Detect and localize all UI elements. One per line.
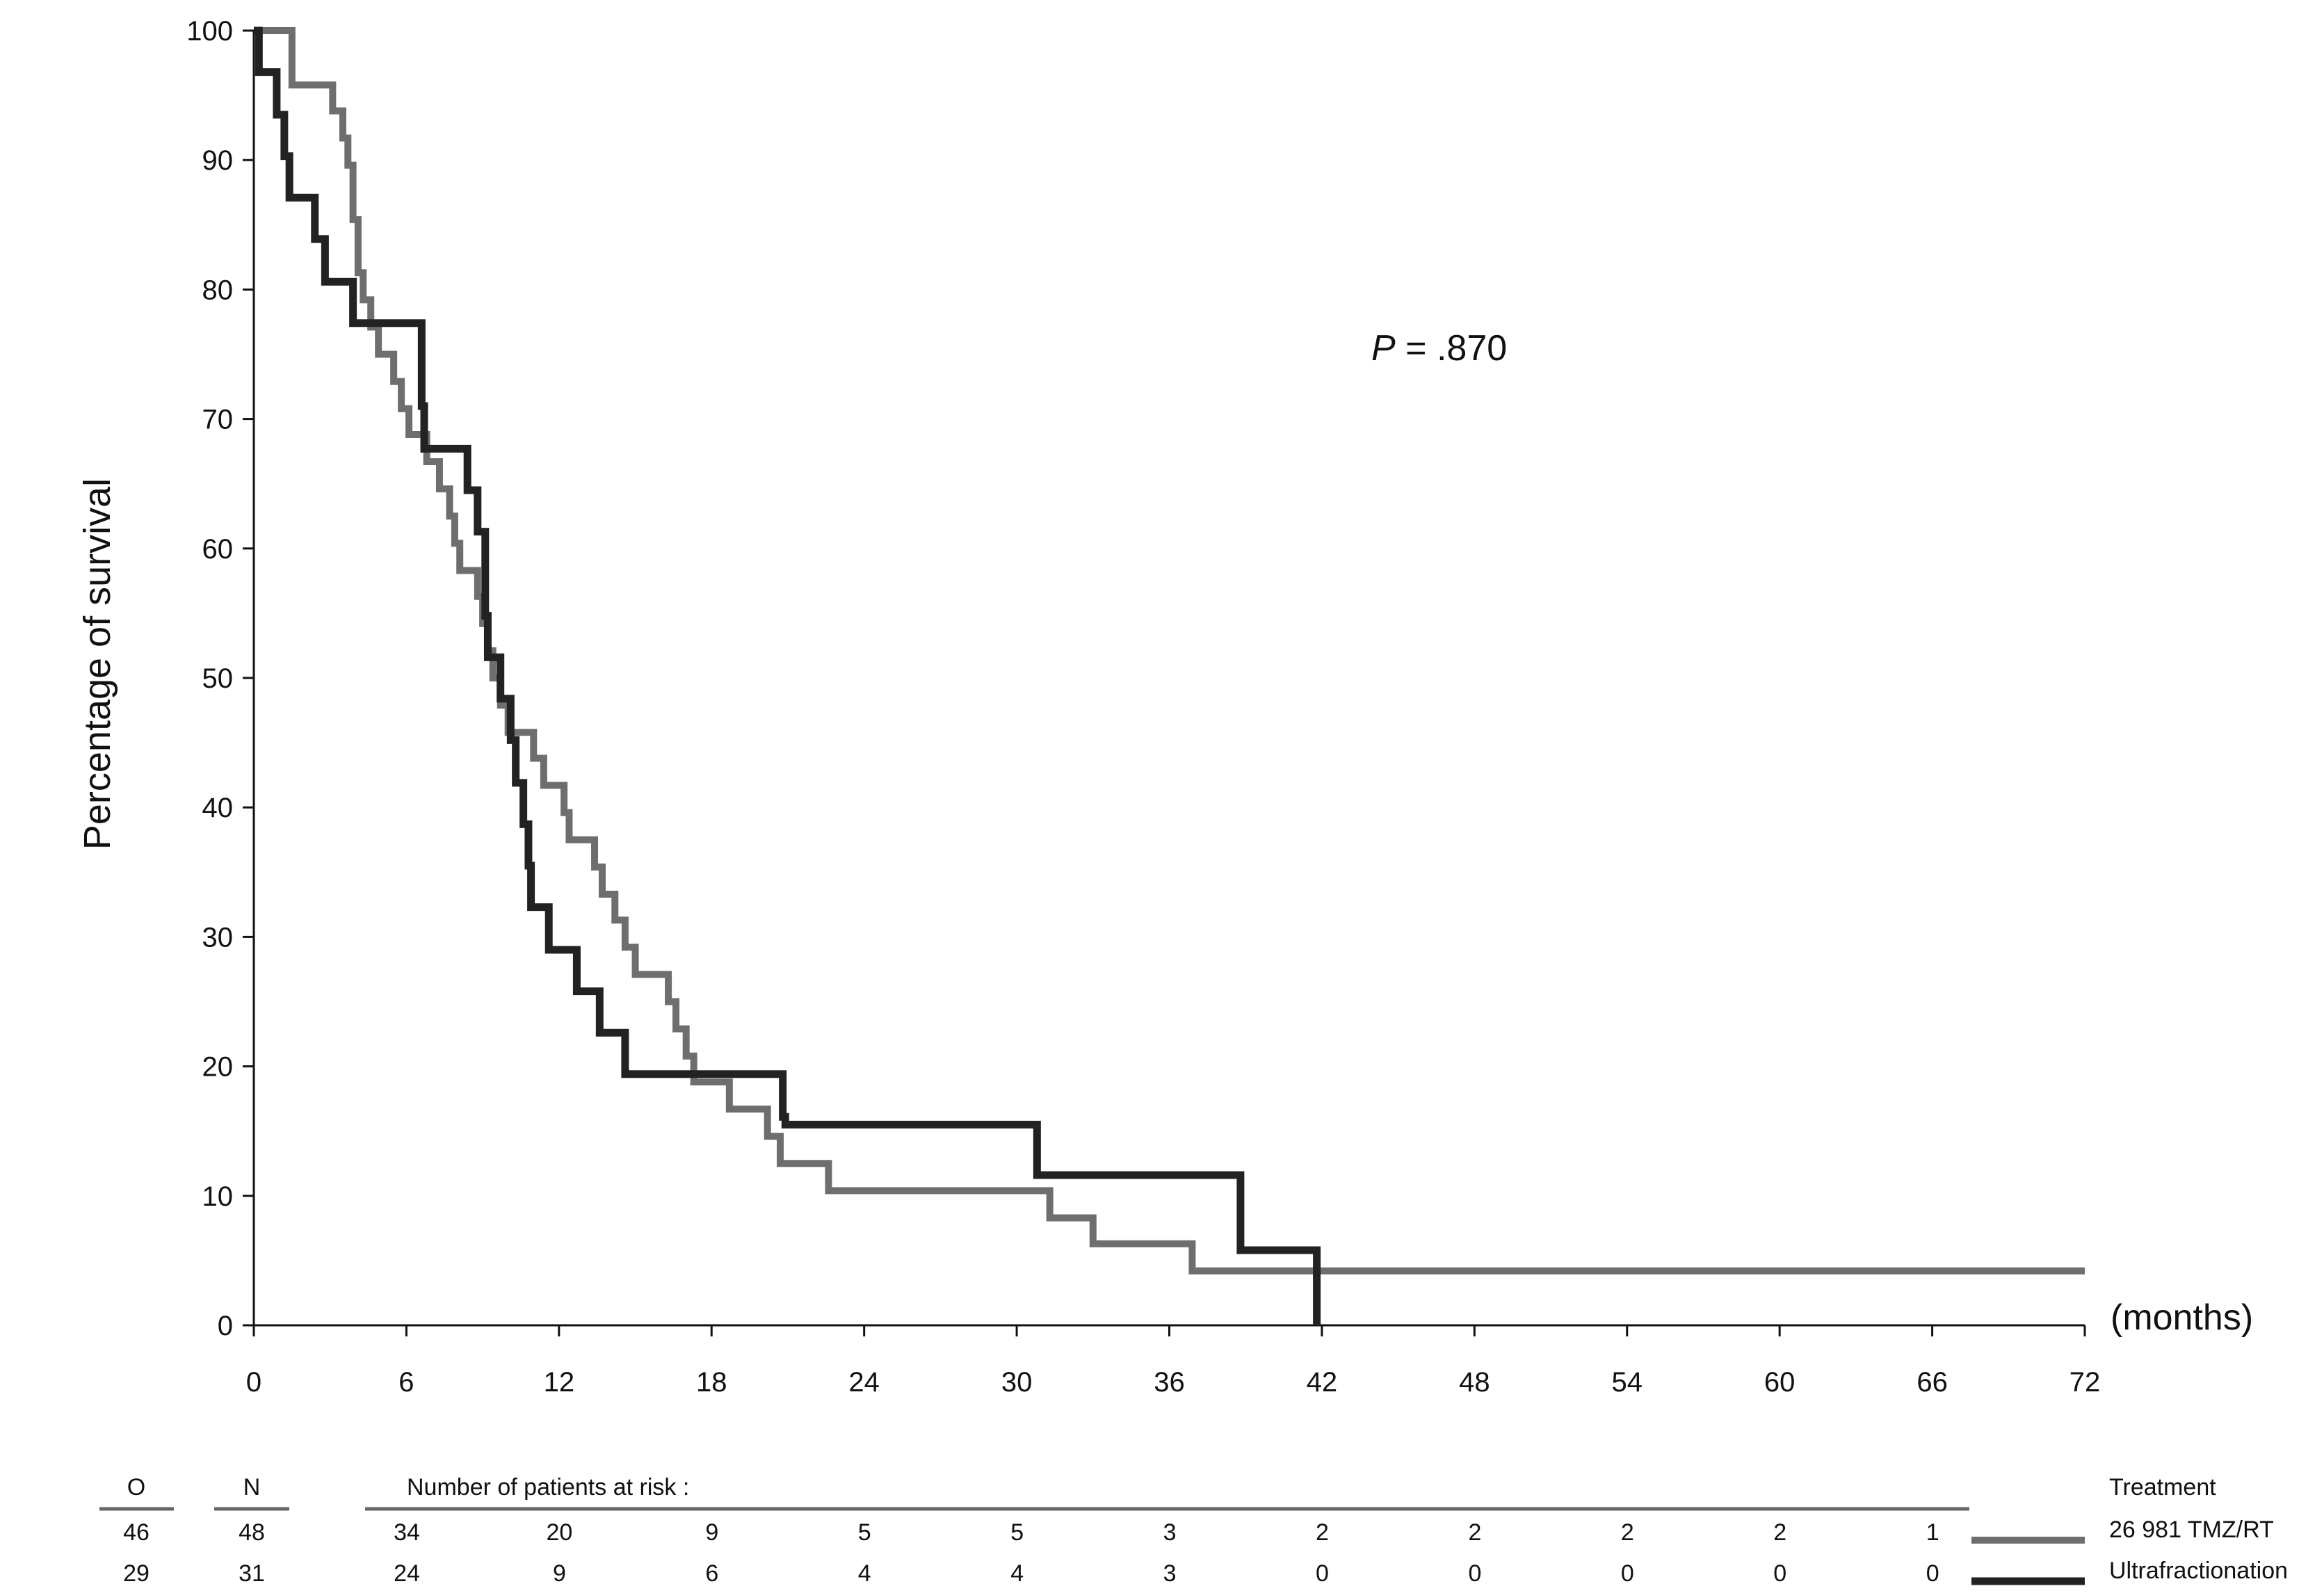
risk-count: 3 — [1163, 1560, 1177, 1587]
x-tick-label: 72 — [2069, 1367, 2101, 1398]
risk-count: 5 — [858, 1519, 871, 1546]
x-tick-label: 42 — [1307, 1367, 1338, 1398]
risk-count: 0 — [1621, 1560, 1634, 1587]
risk-count: 1 — [1926, 1519, 1939, 1546]
p-value-text: = .870 — [1396, 328, 1507, 369]
x-tick-label: 60 — [1764, 1367, 1796, 1398]
x-tick-label: 0 — [246, 1367, 261, 1398]
y-tick-label: 100 — [186, 16, 233, 47]
risk-row-o: 29 — [123, 1560, 150, 1587]
series-line-1 — [254, 27, 2085, 1275]
y-tick-label: 50 — [202, 663, 234, 694]
risk-count: 0 — [1926, 1560, 1939, 1587]
legend-title: Treatment — [2109, 1474, 2216, 1501]
y-tick-label: 60 — [202, 534, 234, 565]
risk-count: 5 — [1010, 1519, 1024, 1546]
x-tick-label: 66 — [1917, 1367, 1948, 1398]
y-tick-label: 40 — [202, 793, 234, 823]
risk-count: 0 — [1468, 1560, 1481, 1587]
series-line-2 — [254, 26, 1321, 1325]
y-tick-label: 90 — [202, 145, 234, 176]
x-tick-label: 54 — [1612, 1367, 1643, 1398]
p-value-annotation: P = .870 — [1371, 328, 1507, 369]
risk-count: 4 — [1010, 1560, 1024, 1587]
risk-count: 4 — [858, 1560, 871, 1587]
risk-count: 9 — [705, 1519, 718, 1546]
risk-count: 2 — [1468, 1519, 1481, 1546]
risk-col-n-header: N — [243, 1474, 261, 1501]
p-value-symbol: P — [1371, 328, 1396, 369]
x-tick-label: 6 — [398, 1367, 414, 1398]
y-axis-label: Percentage of survival — [76, 478, 118, 850]
y-tick-label: 20 — [202, 1052, 234, 1083]
risk-count: 0 — [1316, 1560, 1329, 1587]
legend-label-2: Ultrafractionation — [2109, 1558, 2288, 1584]
y-tick-label: 80 — [202, 275, 234, 305]
risk-count: 6 — [705, 1560, 718, 1587]
legend: Treatment 26 981 TMZ/RT Ultrafractionation — [1971, 1474, 2288, 1585]
x-tick-label: 24 — [848, 1367, 880, 1398]
x-tick-label: 30 — [1001, 1367, 1033, 1398]
x-tick-label: 12 — [544, 1367, 575, 1398]
risk-count: 24 — [394, 1560, 420, 1587]
risk-count: 3 — [1163, 1519, 1177, 1546]
risk-count: 2 — [1773, 1519, 1786, 1546]
risk-row-n: 48 — [239, 1519, 265, 1546]
risk-count: 0 — [1773, 1560, 1786, 1587]
risk-row-o: 46 — [123, 1519, 150, 1546]
x-tick-label: 36 — [1154, 1367, 1185, 1398]
x-tick-label: 18 — [696, 1367, 727, 1398]
y-tick-label: 70 — [202, 405, 234, 435]
risk-count: 9 — [553, 1560, 566, 1587]
x-tick-label: 48 — [1459, 1367, 1490, 1398]
risk-count: 2 — [1621, 1519, 1634, 1546]
risk-count: 2 — [1316, 1519, 1329, 1546]
risk-count: 20 — [547, 1519, 573, 1546]
risk-col-o-header: O — [127, 1474, 145, 1501]
axes: 0 10 20 30 40 50 60 70 80 90 100 0 6 12 18 24 30 36 42 48 54… — [186, 16, 2100, 1398]
legend-label-1: 26 981 TMZ/RT — [2109, 1517, 2274, 1543]
plot-lines — [254, 26, 2085, 1325]
risk-table: O N Number of patients at risk :46 48 34 20 9 5… — [99, 1474, 1969, 1587]
y-tick-label: 0 — [218, 1311, 233, 1341]
y-tick-label: 30 — [202, 922, 234, 953]
y-tick-label: 10 — [202, 1181, 234, 1212]
risk-count: 34 — [394, 1519, 420, 1546]
x-axis-unit-label: (months) — [2111, 1297, 2253, 1338]
risk-table-title: Number of patients at risk : — [407, 1474, 689, 1501]
risk-row-n: 31 — [239, 1560, 265, 1587]
